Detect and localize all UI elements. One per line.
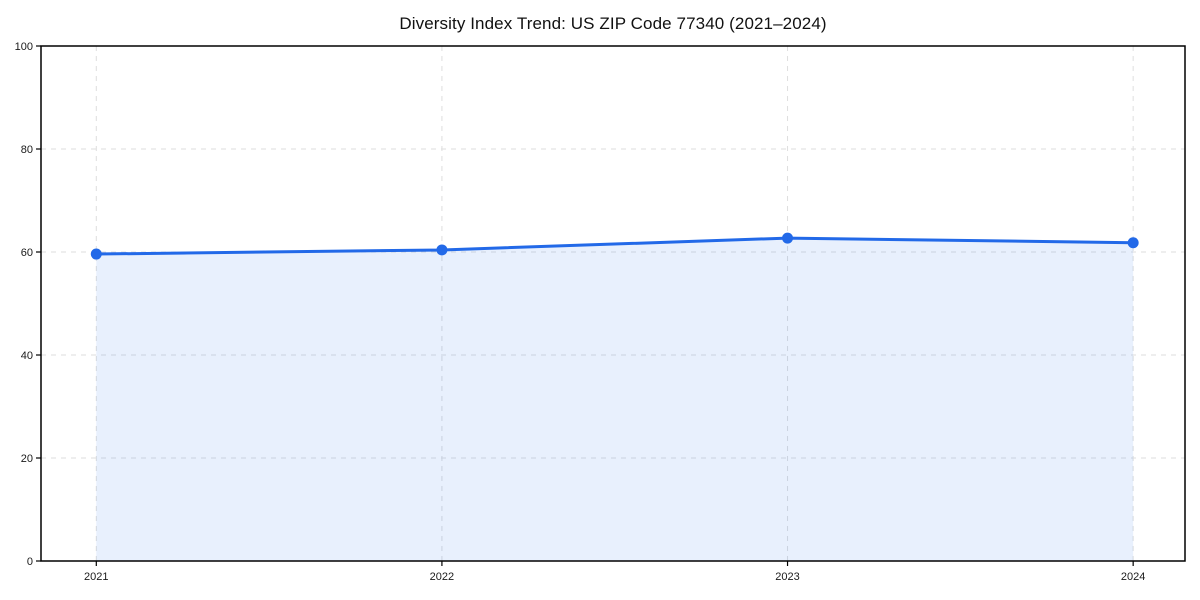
- x-tick-label: 2021: [84, 571, 108, 583]
- plot-border: [40, 45, 1186, 562]
- x-tick-label: 2023: [775, 571, 799, 583]
- data-point-2024: [1127, 237, 1139, 249]
- y-tick-label: 0: [27, 556, 33, 568]
- data-point-2023: [782, 232, 794, 244]
- data-point-2022: [436, 244, 448, 256]
- area-fill: [96, 238, 1134, 561]
- y-tick-label: 100: [15, 41, 33, 53]
- data-point-2021: [90, 248, 102, 260]
- y-tick-label: 60: [21, 247, 33, 259]
- trend-line: [94, 236, 1135, 256]
- y-tick-label: 40: [21, 350, 33, 362]
- y-tick-label: 20: [21, 453, 33, 465]
- x-tick-label: 2022: [430, 571, 454, 583]
- y-tick-label: 80: [21, 144, 33, 156]
- chart-title: Diversity Index Trend: US ZIP Code 77340…: [399, 14, 827, 33]
- x-tick-label: 2024: [1121, 571, 1145, 583]
